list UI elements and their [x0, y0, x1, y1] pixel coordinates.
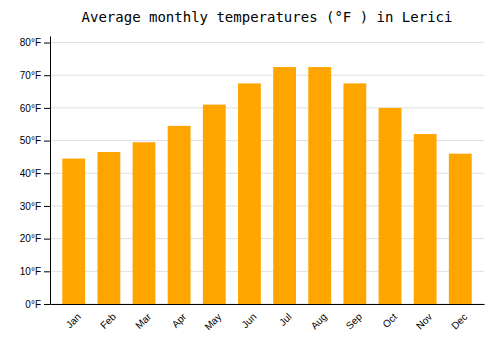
bar [343, 83, 366, 304]
tick-mark [44, 173, 50, 174]
tick: 80°F [20, 37, 50, 48]
grid-line [50, 107, 484, 108]
tick-label: Oct [380, 311, 399, 330]
grid-line [50, 42, 484, 43]
grid-line [50, 75, 484, 76]
tick-label: 80°F [20, 37, 41, 48]
bar [273, 67, 296, 304]
tick-mark [44, 304, 50, 305]
tick-label: 70°F [20, 70, 41, 81]
tick: Jun [239, 311, 258, 330]
tick-label: 10°F [20, 266, 41, 277]
tick-label: Jul [277, 311, 294, 328]
tick: 40°F [20, 168, 50, 179]
tick: 50°F [20, 135, 50, 146]
tick-mark [44, 206, 50, 207]
plot: 0°F 10°F 20°F 30°F 40°F 50°F 60°F 70°F 80°F Jan Fe… [20, 37, 485, 333]
tick: Jan [64, 311, 83, 330]
bar [238, 83, 261, 304]
axis-line [51, 304, 485, 305]
bar [203, 105, 226, 304]
title: Average monthly temperatures (°F ) in Le… [82, 9, 453, 25]
tick-mark [44, 271, 50, 272]
tick-label: Jan [64, 311, 83, 330]
tick: Nov [414, 311, 434, 331]
tick-label: 0°F [25, 299, 41, 310]
tick: Feb [98, 311, 118, 331]
x-axis: Jan Feb Mar Apr May Jun Jul Aug Sep Oct Nov Dec [51, 305, 485, 333]
tick-label: Dec [449, 311, 469, 331]
chart: 0°F 10°F 20°F 30°F 40°F 50°F 60°F 70°F 80°F Jan Fe… [0, 0, 500, 350]
bar [414, 134, 437, 304]
tick: 20°F [20, 233, 50, 244]
tick: 70°F [20, 70, 50, 81]
bar [168, 126, 191, 304]
tick-label: Mar [133, 311, 153, 331]
bar [133, 142, 156, 304]
tick: 60°F [20, 103, 50, 114]
tick: Oct [380, 311, 399, 330]
tick-label: 40°F [20, 168, 41, 179]
bar [97, 152, 120, 304]
tick-label: Jun [239, 311, 258, 330]
bar [379, 108, 402, 304]
tick: Sep [344, 311, 365, 332]
y-axis: 0°F 10°F 20°F 30°F 40°F 50°F 60°F 70°F 80°F [20, 37, 51, 310]
tick-mark [44, 43, 50, 44]
tick-label: 50°F [20, 135, 41, 146]
tick-label: May [202, 311, 223, 332]
tick-mark [44, 108, 50, 109]
tick: 30°F [20, 201, 50, 212]
bar [308, 67, 331, 304]
bars [62, 67, 471, 304]
tick: 0°F [25, 299, 50, 310]
grid [50, 43, 484, 304]
tick: 10°F [20, 266, 50, 277]
bar [62, 159, 85, 304]
tick-label: Feb [98, 311, 118, 331]
tick-label: 60°F [20, 103, 41, 114]
tick-mark [44, 141, 50, 142]
tick: May [202, 311, 223, 332]
tick-label: 20°F [20, 233, 41, 244]
tick-label: Sep [344, 311, 365, 332]
tick: Apr [170, 311, 189, 330]
tick-label: Aug [309, 311, 329, 331]
tick: Mar [133, 311, 153, 331]
tick: Jul [277, 311, 294, 328]
tick-mark [44, 75, 50, 76]
tick-mark [44, 239, 50, 240]
tick-label: Apr [170, 311, 189, 330]
bar [449, 154, 472, 304]
tick-label: Nov [414, 311, 434, 331]
tick: Aug [309, 311, 329, 331]
tick: Dec [449, 311, 469, 331]
tick-label: 30°F [20, 201, 41, 212]
axis-line [50, 37, 51, 305]
